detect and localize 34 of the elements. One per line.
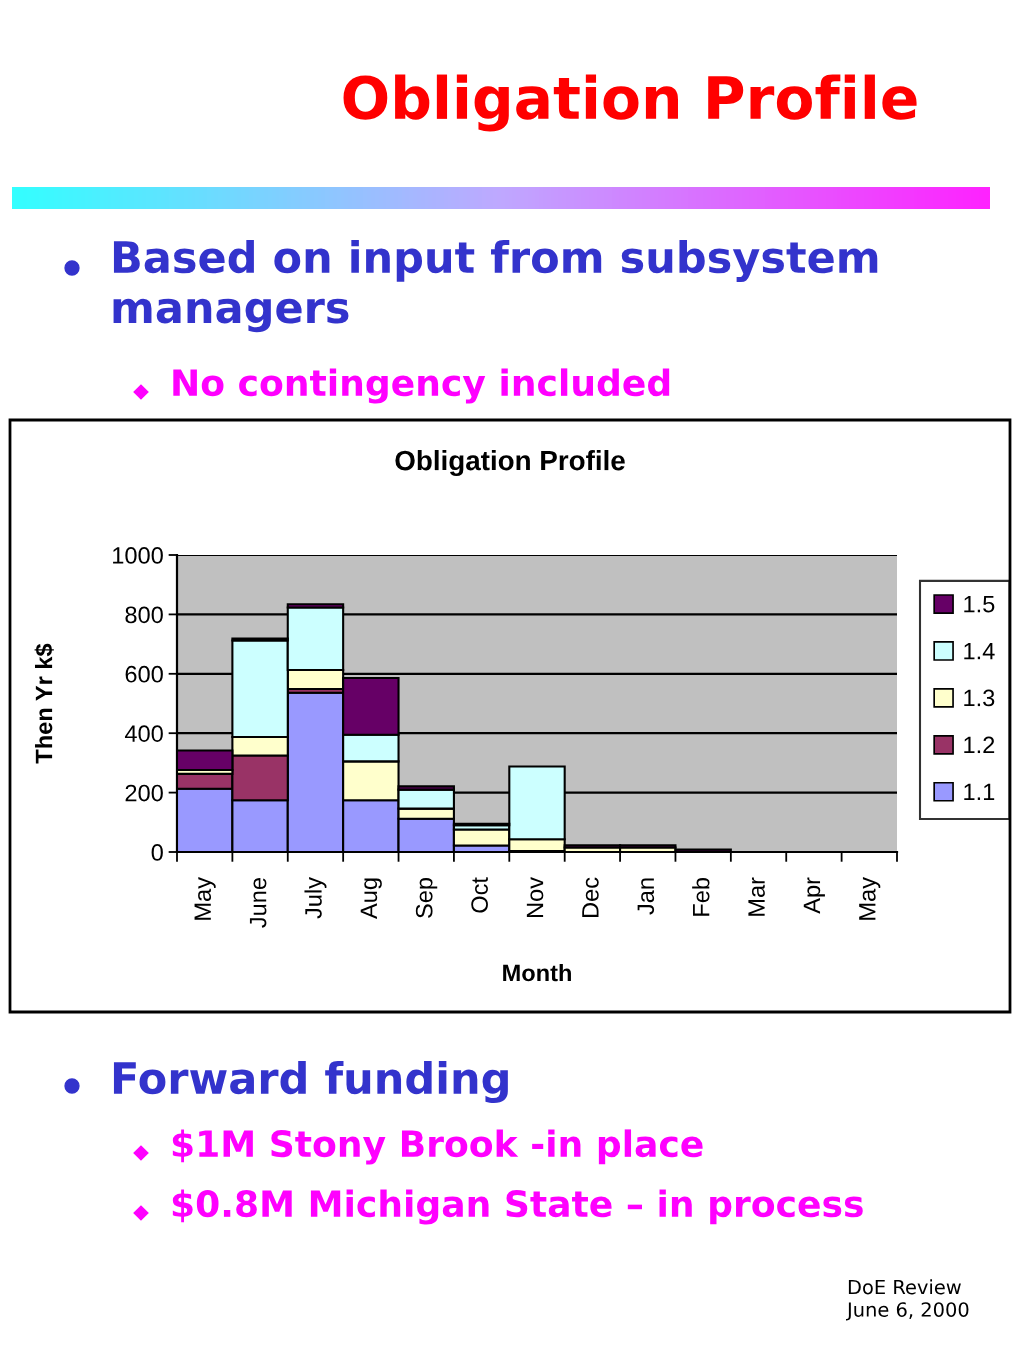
legend-label: 1.1: [964, 783, 995, 800]
x-tick-label: June: [249, 878, 267, 928]
legend-label: 1.4: [964, 642, 995, 660]
x-tick-label: Aug: [360, 878, 382, 919]
x-tick-label: Nov: [526, 877, 544, 918]
x-tick-label: Feb: [692, 877, 710, 916]
x-tick-label: July: [304, 877, 327, 919]
x-tick-label: May: [194, 877, 216, 920]
text: $1M Stony Brook -in place: [172, 1129, 703, 1165]
y-tick-label: 0: [151, 844, 163, 861]
y-axis-title: Then Yr k$: [34, 643, 54, 764]
y-tick-label: 1000: [113, 547, 163, 564]
text: Forward funding: [113, 1061, 508, 1103]
text: DoE Review June 6, 2000: [845, 1279, 969, 1321]
legend-label: 1.5: [964, 596, 995, 613]
text: Obligation Profile: [343, 74, 917, 132]
legend-label: 1.2: [964, 736, 995, 754]
text: No contingency included: [173, 368, 670, 404]
text: $0.8M Michigan State – in process: [172, 1189, 863, 1225]
y-tick-label: 600: [125, 665, 163, 683]
text: Based on input from subsystem managers: [113, 240, 878, 333]
x-tick-label: Dec: [582, 877, 599, 918]
x-tick-label: Oct: [471, 877, 488, 913]
x-tick-label: Jan: [637, 878, 655, 915]
x-axis-title: Month: [503, 964, 571, 982]
legend-label: 1.3: [964, 689, 995, 707]
x-tick-label: Apr: [803, 877, 825, 914]
y-tick-label: 800: [125, 606, 163, 624]
chart-title: Obligation Profile: [395, 449, 625, 477]
x-tick-label: Sep: [415, 877, 438, 918]
x-tick-label: May: [859, 877, 881, 920]
y-tick-label: 400: [124, 725, 163, 742]
x-tick-label: Mar: [748, 877, 765, 916]
y-tick-label: 200: [125, 784, 163, 802]
